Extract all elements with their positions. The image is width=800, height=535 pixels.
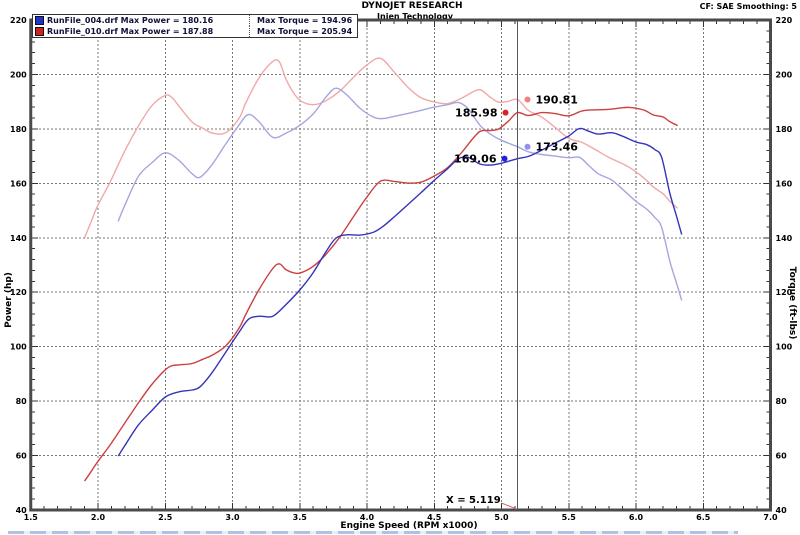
- y-tick-label-right: 220: [776, 16, 793, 25]
- curve-torque: [117, 87, 683, 301]
- x-tick-label: 3.0: [225, 513, 240, 522]
- run1-file-maxpower-label: RunFile_004.drf Max Power = 180.16: [47, 16, 214, 25]
- x-axis-title: Engine Speed (RPM x1000): [340, 521, 478, 531]
- y-tick-label-left: 80: [16, 397, 28, 406]
- run-curves: [83, 57, 683, 482]
- y-right-axis-title: Torque (ft-lbs): [787, 266, 797, 340]
- x-tick-label: 4.0: [360, 513, 375, 522]
- y-tick-label-left: 100: [10, 343, 27, 352]
- y-tick-label-right: 140: [776, 234, 793, 243]
- tick-labels: 1.5 2.0 2.5 3.0 3.5 4.0 4.5 5.0 5.5 6.0 6.5 7.040 40…: [10, 16, 793, 522]
- legend: RunFile_004.drf Max Power = 180.16 Max T…: [32, 14, 358, 38]
- cursor-x-value-label: X = 5.119: [446, 495, 501, 506]
- x-tick-label: 5.5: [562, 513, 577, 522]
- blue-torque-at-cursor-label: 173.46: [536, 141, 579, 154]
- correction-smoothing-label: CF: SAE Smoothing: 5: [699, 2, 797, 11]
- x-tick-label: 6.0: [629, 513, 644, 522]
- y-tick-label-left: 160: [10, 179, 27, 188]
- y-tick-label-left: 220: [10, 16, 27, 25]
- x-tick-label: 5.0: [494, 513, 509, 522]
- x-tick-label: 3.5: [293, 513, 308, 522]
- legend-row-run2[interactable]: RunFile_010.drf Max Power = 187.88 Max T…: [33, 26, 357, 37]
- x-tick-label: 6.5: [696, 513, 711, 522]
- run1-color-swatch: [35, 16, 44, 25]
- run-subtitle: Injen Technology: [377, 12, 453, 21]
- y-tick-label-right: 120: [776, 288, 793, 297]
- gridlines: [30, 20, 771, 510]
- window-edge-artifact: [8, 531, 738, 534]
- curve-torque: [83, 57, 679, 239]
- x-tick-label: 4.5: [427, 513, 442, 522]
- y-tick-label-right: 80: [776, 397, 788, 406]
- axis-ticks: [30, 19, 771, 511]
- y-tick-label-right: 200: [776, 70, 793, 79]
- x-tick-label: 2.5: [158, 513, 173, 522]
- blue-torque-at-cursor-dot: [524, 143, 531, 150]
- plot-border: [29, 18, 772, 512]
- run1-maxtorque-label: Max Torque = 194.96: [249, 15, 357, 26]
- red-power-at-cursor-label: 185.98: [455, 107, 497, 120]
- y-tick-label-right: 100: [776, 343, 793, 352]
- curve-power: [117, 127, 683, 457]
- cursor-markers: 190.81 185.98 173.46 169.06: [454, 93, 578, 165]
- app-title: DYNOJET RESEARCH: [361, 1, 463, 11]
- curve-power: [83, 106, 679, 482]
- y-tick-label-left: 40: [16, 506, 28, 515]
- run2-file-maxpower-label: RunFile_010.drf Max Power = 187.88: [47, 27, 214, 36]
- x-tick-label: 1.5: [24, 513, 39, 522]
- cursor-label-connector: [501, 502, 517, 510]
- y-tick-label-right: 180: [776, 125, 793, 134]
- run2-maxtorque-label: Max Torque = 205.94: [249, 26, 357, 37]
- run2-color-swatch: [35, 27, 44, 36]
- y-left-axis-title: Power (hp): [4, 272, 14, 328]
- y-tick-label-right: 60: [776, 452, 788, 461]
- x-tick-label: 2.0: [91, 513, 106, 522]
- blue-power-at-cursor-dot: [501, 155, 508, 162]
- red-power-at-cursor-dot: [502, 109, 509, 116]
- y-tick-label-right: 40: [776, 506, 788, 515]
- y-tick-label-left: 60: [16, 452, 28, 461]
- y-tick-label-left: 120: [10, 288, 27, 297]
- x-tick-label: 7.0: [763, 513, 778, 522]
- legend-row-run1[interactable]: RunFile_004.drf Max Power = 180.16 Max T…: [33, 15, 357, 26]
- y-tick-label-left: 140: [10, 234, 27, 243]
- y-tick-label-left: 200: [10, 70, 27, 79]
- y-tick-label-right: 160: [776, 179, 793, 188]
- blue-power-at-cursor-label: 169.06: [454, 153, 497, 166]
- red-torque-at-cursor-dot: [524, 96, 531, 103]
- red-torque-at-cursor-label: 190.81: [536, 93, 578, 106]
- y-tick-label-left: 180: [10, 125, 27, 134]
